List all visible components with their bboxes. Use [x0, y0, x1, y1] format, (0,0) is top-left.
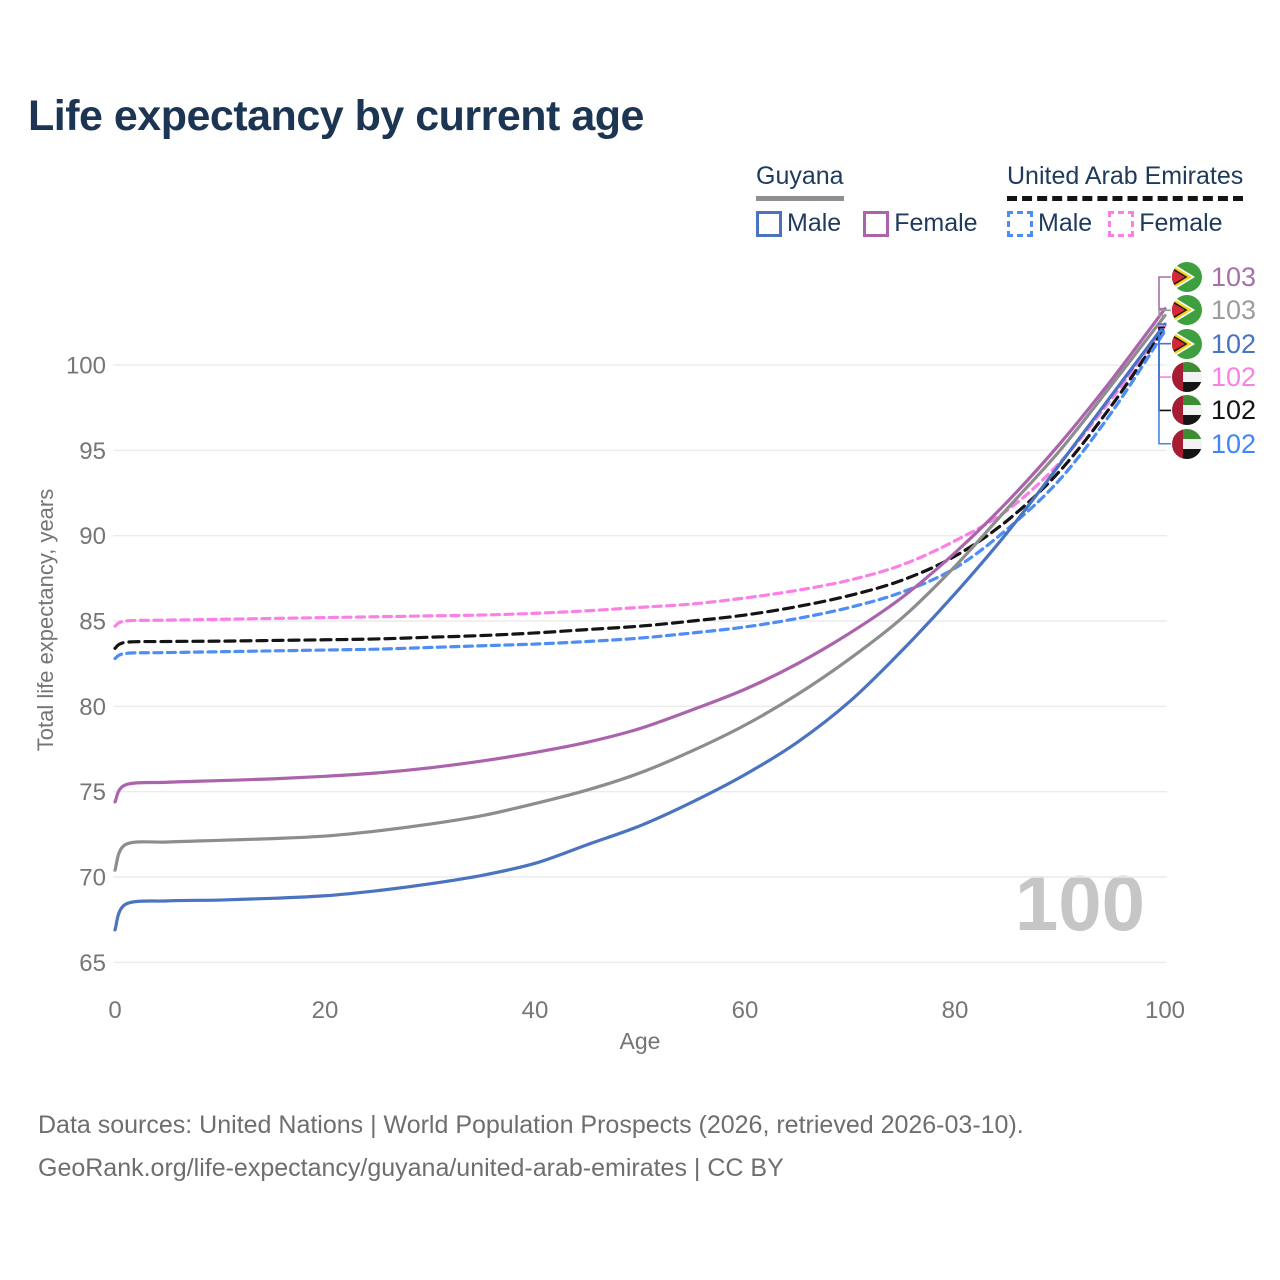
series-uae_total-line	[113, 325, 1167, 650]
legend-items-guyana: Male Female	[756, 209, 978, 238]
y-tick-label-75: 75	[79, 779, 106, 806]
guyana-male-swatch-icon	[756, 210, 782, 237]
uae-male-swatch-icon	[1007, 210, 1033, 237]
leader-line-guyana_total	[1158, 309, 1171, 317]
x-tick-label-0: 0	[108, 997, 121, 1024]
legend-label-uae-female: Female	[1139, 209, 1223, 237]
legend-group-uae: United Arab Emirates Male Female	[1007, 162, 1244, 238]
x-axis-title: Age	[619, 1028, 661, 1054]
legend-group-guyana: Guyana Male Female	[756, 162, 978, 238]
y-tick-label-100: 100	[66, 353, 106, 380]
legend-label-uae-male: Male	[1038, 209, 1093, 237]
legend-label-guyana-female: Female	[894, 209, 978, 237]
series-uae_female-line	[113, 324, 1167, 628]
leader-line-uae_male	[1158, 330, 1171, 445]
series-guyana_female-line	[113, 307, 1167, 804]
series-guyana_male-line	[113, 322, 1167, 932]
footer-source-line: Data sources: United Nations | World Pop…	[38, 1111, 1024, 1139]
y-tick-label-95: 95	[79, 438, 106, 465]
leader-line-guyana_female	[1158, 276, 1171, 310]
x-tick-label-80: 80	[942, 997, 969, 1024]
y-tick-label-65: 65	[79, 950, 106, 977]
guyana-female-swatch-icon	[863, 210, 890, 237]
footer-url-line: GeoRank.org/life-expectancy/guyana/unite…	[38, 1154, 784, 1182]
y-tick-label-85: 85	[79, 609, 106, 636]
series-uae_male-line	[113, 329, 1167, 661]
chart-title: Life expectancy by current age	[28, 92, 644, 140]
x-tick-label-40: 40	[522, 997, 549, 1024]
uae-female-swatch-icon	[1108, 210, 1135, 237]
y-tick-label-80: 80	[79, 694, 106, 721]
y-tick-label-70: 70	[79, 865, 106, 892]
footer: Data sources: United Nations | World Pop…	[38, 1104, 1024, 1190]
legend-country-guyana: Guyana	[756, 162, 844, 201]
legend-label-guyana-male: Male	[787, 209, 842, 237]
legend-country-uae: United Arab Emirates	[1007, 162, 1244, 201]
x-tick-label-100: 100	[1145, 997, 1185, 1024]
x-tick-label-20: 20	[312, 997, 339, 1024]
series-guyana_total-line	[113, 313, 1167, 872]
legend-items-uae: Male Female	[1007, 209, 1243, 238]
x-tick-label-60: 60	[732, 997, 759, 1024]
y-tick-label-90: 90	[79, 523, 106, 550]
